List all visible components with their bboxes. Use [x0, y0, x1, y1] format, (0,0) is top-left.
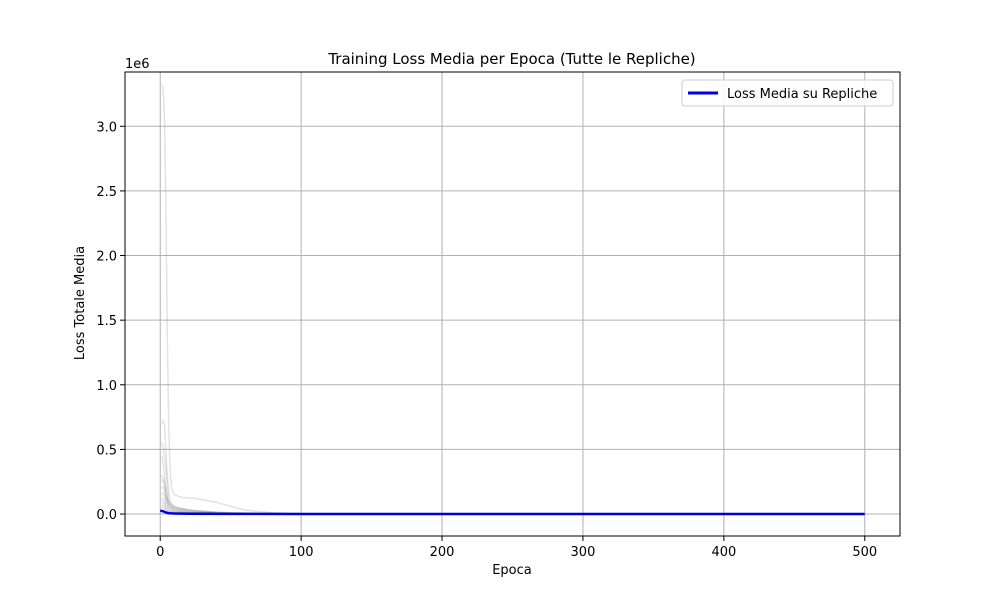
- replica-line: [160, 455, 302, 515]
- grid: [125, 72, 900, 536]
- y-tick-label: 0.0: [96, 508, 117, 523]
- x-tick-label: 0: [156, 545, 164, 560]
- chart-title: Training Loss Media per Epoca (Tutte le …: [327, 50, 695, 68]
- x-tick-label: 500: [852, 545, 877, 560]
- y-tick-label: 1.0: [96, 379, 117, 394]
- y-tick-label: 3.0: [96, 120, 117, 135]
- legend-box: [681, 79, 894, 107]
- y-tick-label: 1.5: [96, 314, 117, 329]
- legend-entry-label: Loss Media su Repliche: [727, 87, 877, 102]
- plot-frame: [124, 71, 901, 537]
- mean-loss-line: [160, 509, 865, 516]
- y-tick-label: 2.0: [96, 250, 117, 265]
- x-ticks: 0 100 200 300 400 500: [156, 536, 877, 560]
- x-tick-label: 400: [711, 545, 736, 560]
- x-axis-label: Epoca: [492, 563, 532, 578]
- x-tick-label: 300: [571, 545, 596, 560]
- replica-line: [160, 419, 302, 515]
- x-tick-label: 200: [430, 545, 455, 560]
- replica-line: [160, 442, 302, 515]
- series-lines: [160, 509, 865, 516]
- x-tick-label: 100: [289, 545, 314, 560]
- y-tick-label: 2.5: [96, 185, 117, 200]
- y-offset-label: 1e6: [125, 57, 150, 72]
- legend: Loss Media su Repliche: [681, 79, 894, 107]
- y-axis-label: Loss Totale Media: [73, 246, 88, 360]
- y-ticks: 0.0 0.5 1.0 1.5 2.0 2.5 3.0: [96, 120, 125, 523]
- y-tick-label: 0.5: [96, 443, 117, 458]
- replica-line: [160, 84, 302, 515]
